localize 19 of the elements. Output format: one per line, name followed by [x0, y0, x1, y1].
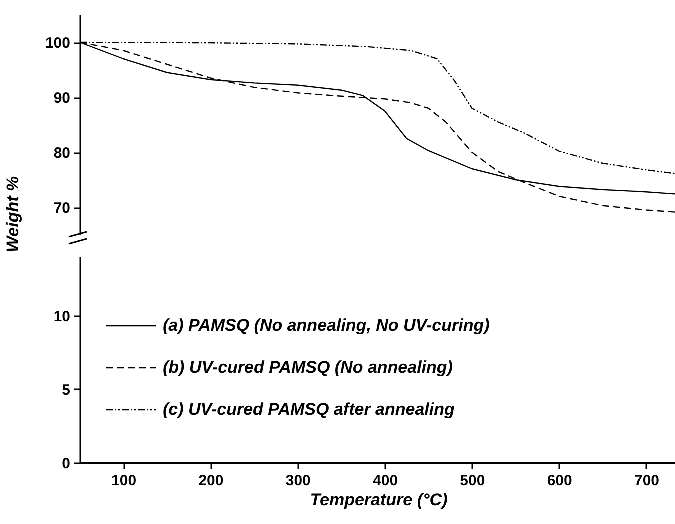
legend-label: (a) PAMSQ (No annealing, No UV-curing)	[163, 316, 490, 335]
legend-label: (c) UV-cured PAMSQ after annealing	[163, 400, 456, 419]
y-tick-label: 100	[45, 35, 70, 52]
x-tick-label: 700	[634, 472, 660, 490]
x-tick-label: 100	[112, 472, 137, 490]
y-tick-label: 90	[54, 90, 70, 107]
x-tick-label: 400	[373, 472, 398, 490]
y-axis-title: Weight %	[4, 176, 22, 253]
y-tick-label: 70	[54, 200, 70, 217]
x-tick-label: 500	[460, 472, 486, 490]
y-tick-label: 10	[54, 308, 70, 326]
y-tick-label: 0	[62, 455, 70, 472]
x-axis-title: Temperature (°C)	[310, 490, 448, 510]
legend-label: (b) UV-cured PAMSQ (No annealing)	[163, 358, 454, 377]
x-tick-label: 200	[198, 472, 224, 490]
y-tick-label: 80	[54, 145, 70, 162]
x-tick-label: 600	[547, 472, 572, 490]
y-tick-label: 5	[62, 382, 70, 399]
x-tick-label: 300	[286, 472, 311, 490]
